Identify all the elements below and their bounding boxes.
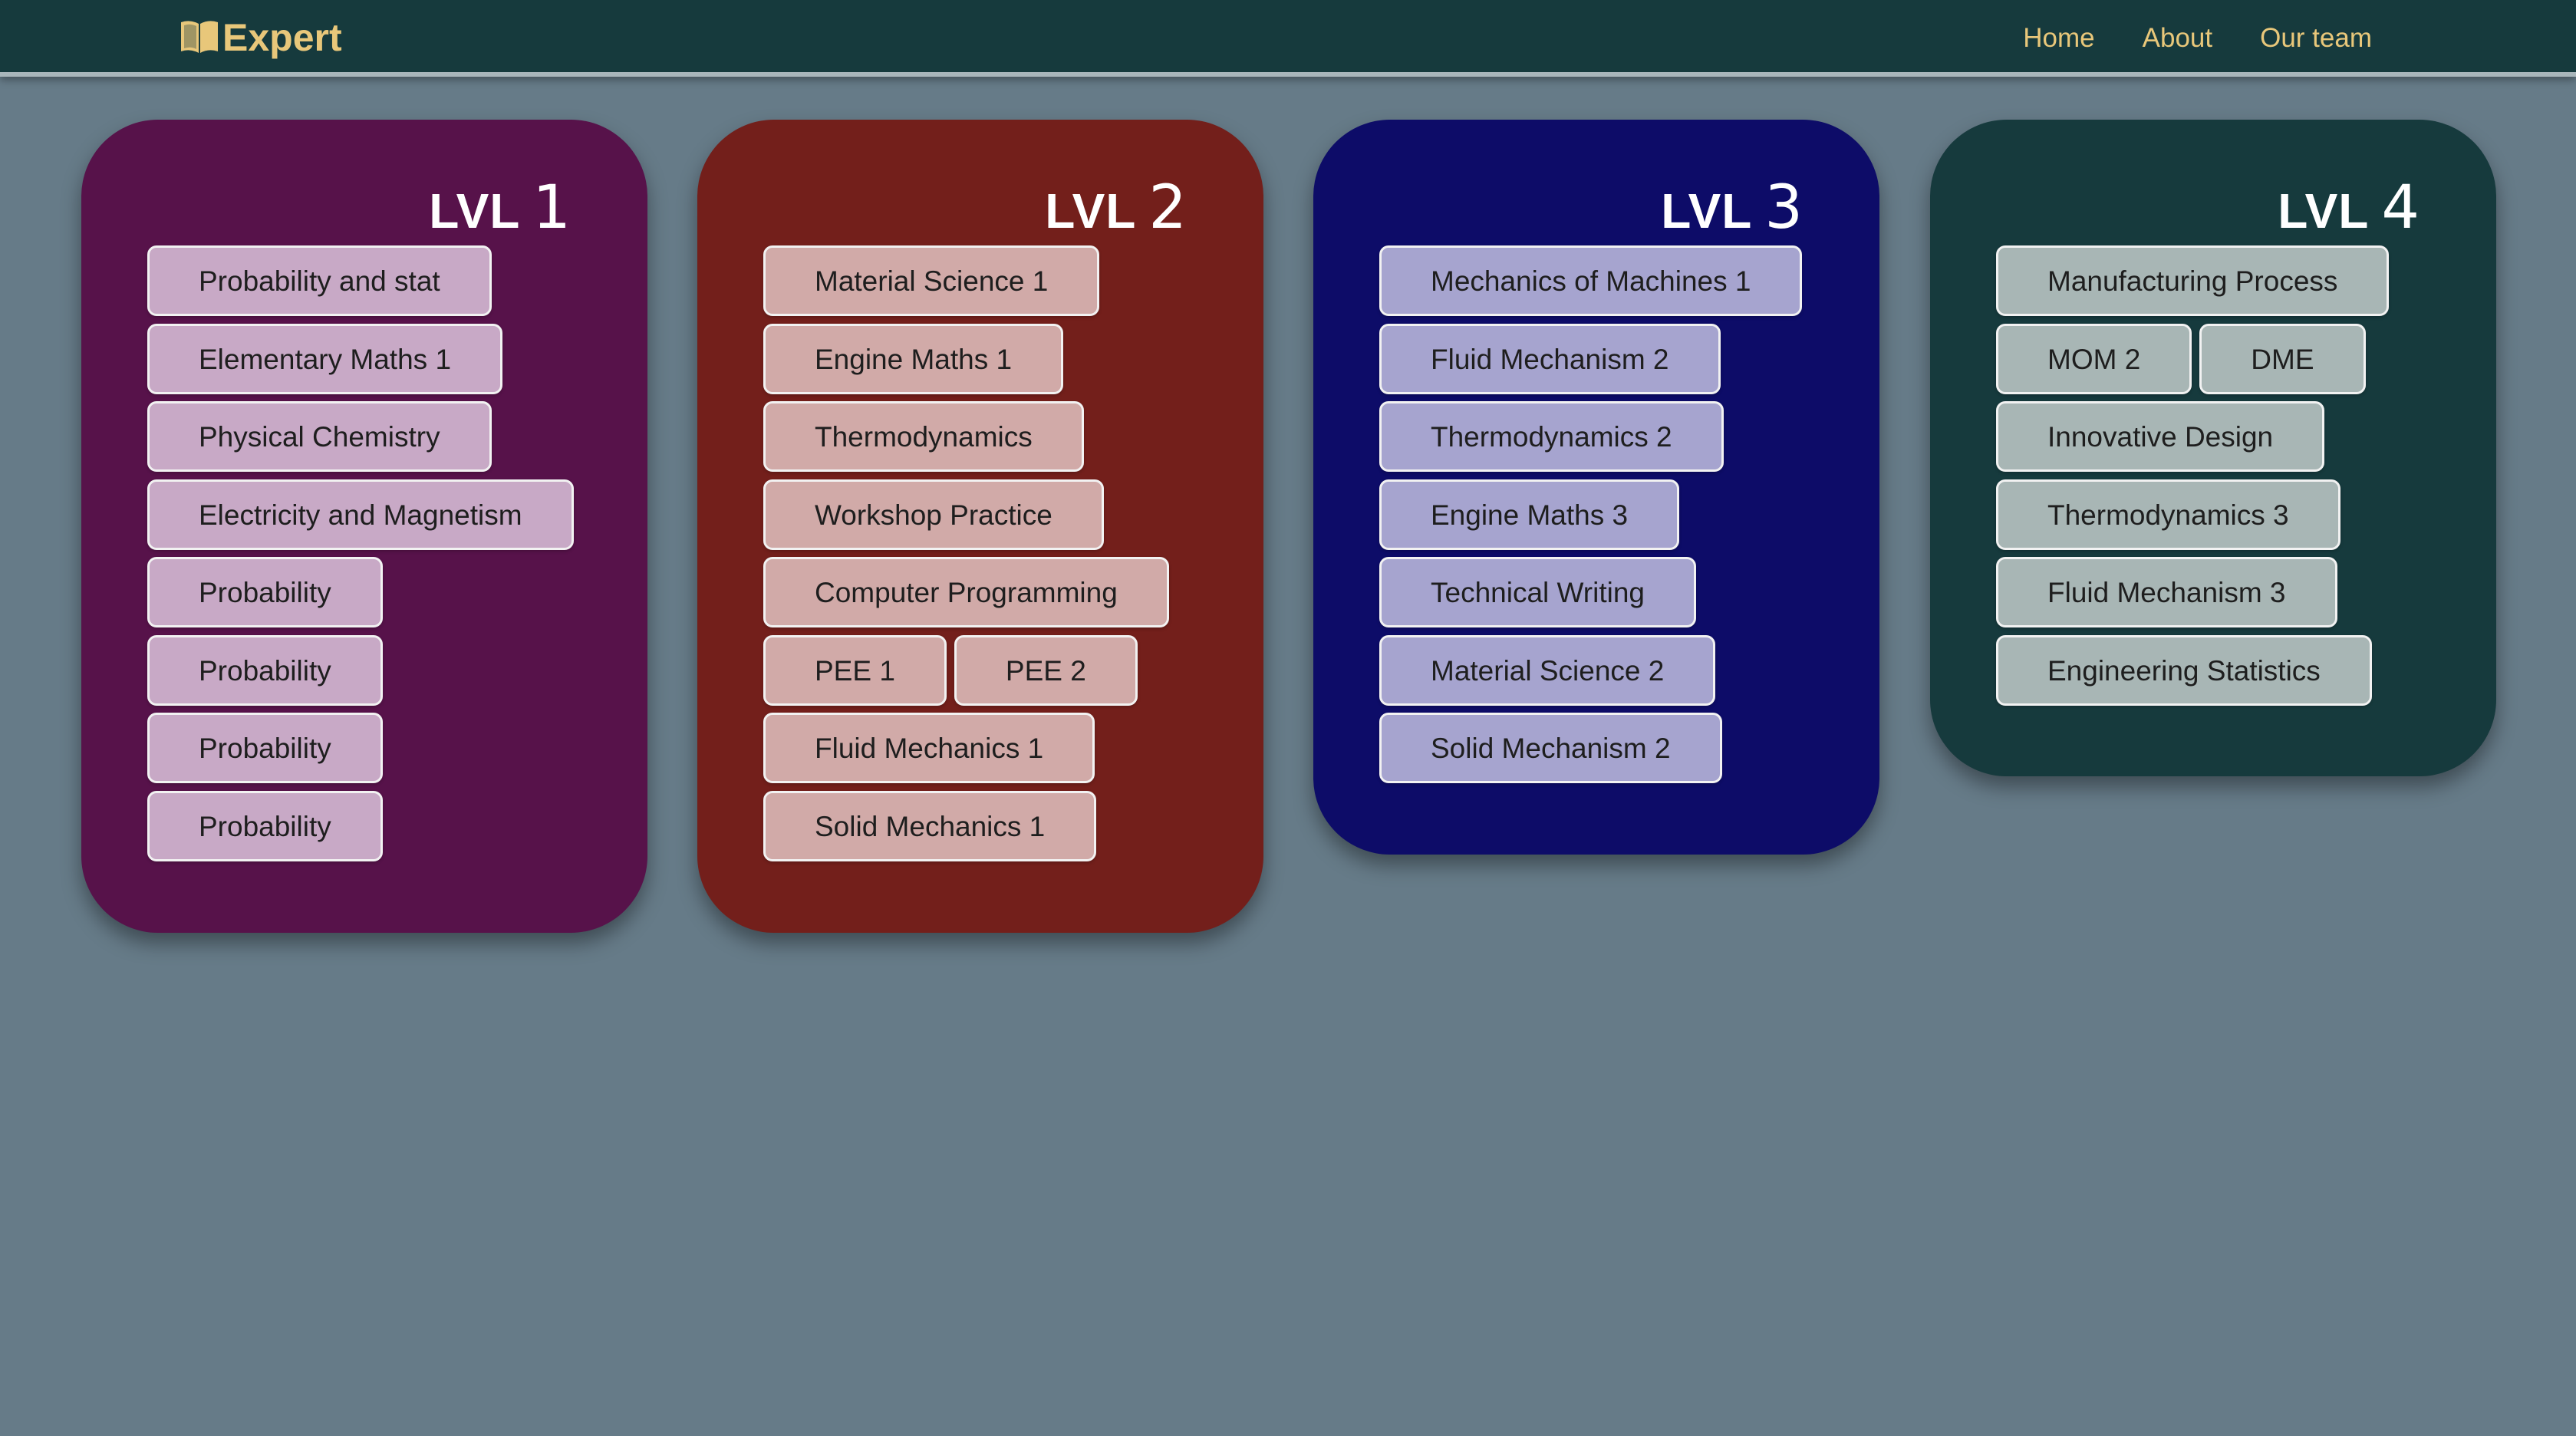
subject-button[interactable]: Solid Mechanics 1 — [763, 790, 1097, 861]
subject-button[interactable]: Computer Programming — [763, 557, 1169, 627]
subject-button[interactable]: Technical Writing — [1379, 557, 1696, 627]
subject-row: MOM 2 DME — [1996, 323, 2389, 394]
subject-row: Manufacturing Process — [1996, 245, 2390, 316]
subject-button[interactable]: Fluid Mechanism 3 — [1996, 557, 2337, 627]
level-card-4: LVL 4 Manufacturing Process MOM 2 DME Innovat… — [1930, 120, 2496, 776]
subject-row: Probability — [147, 634, 574, 706]
level-number: 1 — [532, 173, 571, 242]
level-title: LVL 4 — [2278, 173, 2420, 242]
subject-button[interactable]: Workshop Practice — [763, 479, 1104, 550]
level-label: LVL — [2278, 183, 2370, 239]
subject-button[interactable]: Thermodynamics — [763, 401, 1084, 472]
level-title: LVL 1 — [429, 173, 571, 242]
subject-row: Probability and stat — [147, 245, 574, 316]
subject-button[interactable]: Fluid Mechanism 2 — [1379, 323, 1721, 394]
subject-button[interactable]: MOM 2 — [1996, 323, 2192, 394]
subject-button[interactable]: Thermodynamics 3 — [1996, 479, 2340, 550]
subject-row: Engine Maths 1 — [763, 323, 1169, 394]
subject-row: Material Science 2 — [1379, 634, 1802, 706]
subject-button[interactable]: Engine Maths 3 — [1379, 479, 1680, 550]
subject-button[interactable]: DME — [2199, 323, 2366, 394]
subject-button[interactable]: Engine Maths 1 — [763, 323, 1064, 394]
subject-row: Thermodynamics 2 — [1379, 401, 1802, 472]
subject-row: PEE 1 PEE 2 — [763, 634, 1169, 706]
subject-row: Fluid Mechanism 2 — [1379, 323, 1802, 394]
subject-row: Fluid Mechanics 1 — [763, 713, 1169, 783]
subject-button[interactable]: Material Science 2 — [1379, 634, 1716, 706]
subject-row: Computer Programming — [763, 557, 1169, 627]
subject-row: Fluid Mechanism 3 — [1996, 557, 2389, 627]
level-label: LVL — [1661, 183, 1753, 239]
level-number: 3 — [1764, 173, 1803, 242]
subject-button[interactable]: Elementary Maths 1 — [147, 323, 503, 394]
subject-list: Manufacturing Process MOM 2 DME Innovative … — [1996, 245, 2390, 713]
level-label: LVL — [1045, 183, 1137, 239]
level-card-3: LVL 3 Mechanics of Machines 1 Fluid Mechani… — [1313, 120, 1879, 855]
level-number: 4 — [2381, 173, 2420, 242]
level-title: LVL 3 — [1661, 173, 1803, 242]
level-title: LVL 2 — [1045, 173, 1187, 242]
subject-row: Electricity and Magnetism — [147, 479, 574, 550]
subject-row: Technical Writing — [1379, 557, 1802, 627]
subject-button[interactable]: Electricity and Magnetism — [147, 479, 574, 550]
subject-button[interactable]: Probability — [147, 557, 383, 627]
navbar: Expert Home About Our team — [0, 0, 2576, 77]
subject-button[interactable]: Innovative Design — [1996, 401, 2325, 472]
subject-button[interactable]: PEE 1 — [763, 634, 947, 706]
subject-row: Probability — [147, 713, 574, 783]
subject-button[interactable]: Material Science 1 — [763, 245, 1100, 316]
subject-button[interactable]: Manufacturing Process — [1996, 245, 2390, 316]
subject-row: Physical Chemistry — [147, 401, 574, 472]
subject-button[interactable]: Solid Mechanism 2 — [1379, 713, 1722, 783]
brand-logo[interactable]: Expert — [178, 11, 342, 64]
book-icon — [181, 21, 218, 53]
subject-button[interactable]: Probability — [147, 713, 383, 783]
subject-list: Mechanics of Machines 1 Fluid Mechanism 2… — [1379, 245, 1803, 791]
subject-list: Probability and stat Elementary Maths 1 Ph… — [147, 245, 574, 868]
subject-row: Probability — [147, 557, 574, 627]
subject-row: Material Science 1 — [763, 245, 1169, 316]
subject-button[interactable]: Fluid Mechanics 1 — [763, 713, 1095, 783]
subject-row: Thermodynamics 3 — [1996, 479, 2389, 550]
nav-link-our-team[interactable]: Our team — [2260, 23, 2372, 53]
subject-row: Solid Mechanism 2 — [1379, 713, 1802, 783]
subject-button[interactable]: Probability and stat — [147, 245, 492, 316]
subject-row: Innovative Design — [1996, 401, 2389, 472]
nav-link-about[interactable]: About — [2142, 23, 2213, 53]
level-card-2: LVL 2 Material Science 1 Engine Maths 1 Ther… — [697, 120, 1263, 933]
level-label: LVL — [429, 183, 521, 239]
subject-row: Elementary Maths 1 — [147, 323, 574, 394]
subject-row: Solid Mechanics 1 — [763, 790, 1169, 861]
subject-button[interactable]: Engineering Statistics — [1996, 634, 2372, 706]
subject-row: Probability — [147, 790, 574, 861]
subject-row: Engineering Statistics — [1996, 634, 2389, 706]
level-number: 2 — [1148, 173, 1187, 242]
subject-button[interactable]: Thermodynamics 2 — [1379, 401, 1724, 472]
brand-name: Expert — [222, 16, 342, 59]
nav-link-home[interactable]: Home — [2023, 23, 2095, 53]
nav-links: Home About Our team — [2023, 17, 2372, 60]
subject-list: Material Science 1 Engine Maths 1 Thermody… — [763, 245, 1169, 868]
subject-button[interactable]: Probability — [147, 634, 383, 706]
subject-row: Engine Maths 3 — [1379, 479, 1802, 550]
subject-button[interactable]: Mechanics of Machines 1 — [1379, 245, 1803, 316]
subject-row: Thermodynamics — [763, 401, 1169, 472]
subject-row: Mechanics of Machines 1 — [1379, 245, 1803, 316]
level-card-1: LVL 1 Probability and stat Elementary Maths… — [81, 120, 647, 933]
subject-button[interactable]: PEE 2 — [954, 634, 1138, 706]
subject-button[interactable]: Probability — [147, 790, 383, 861]
subject-button[interactable]: Physical Chemistry — [147, 401, 492, 472]
subject-row: Workshop Practice — [763, 479, 1169, 550]
